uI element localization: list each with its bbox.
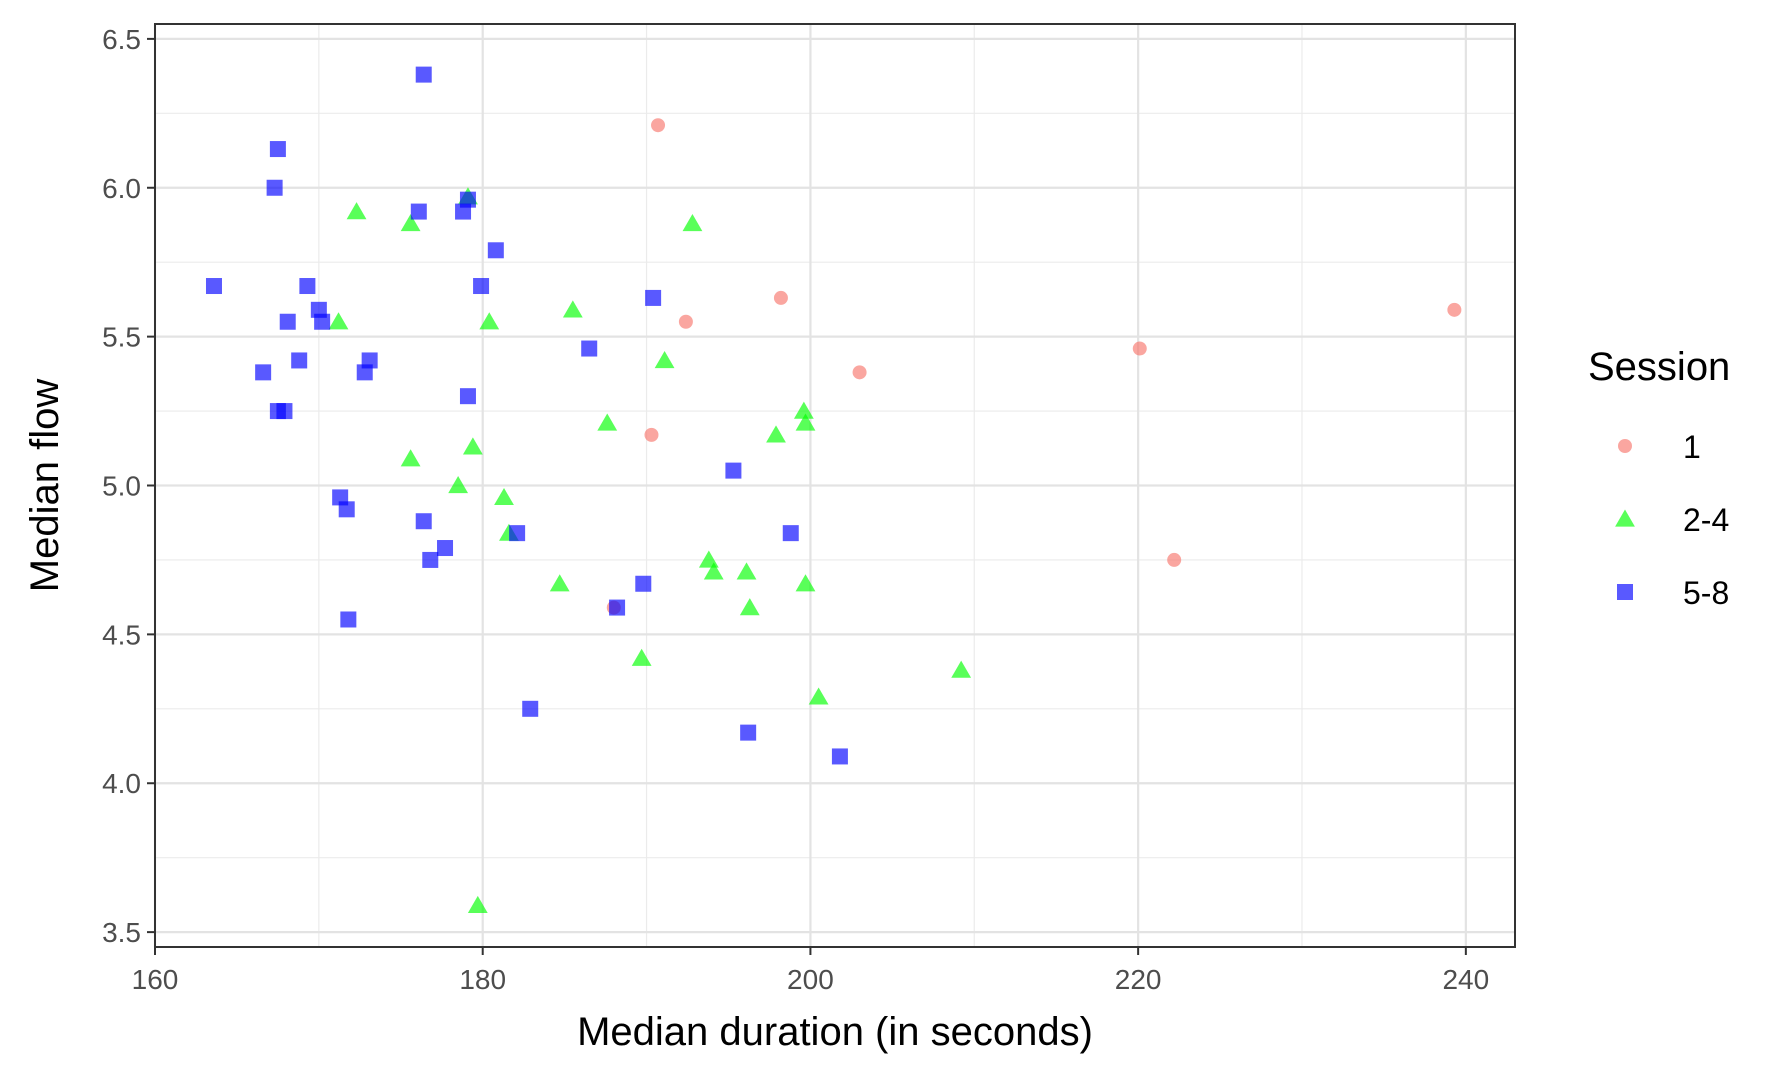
y-tick-label: 4.5 <box>102 619 141 650</box>
x-tick-label: 240 <box>1442 964 1489 995</box>
data-point-square <box>609 599 626 616</box>
legend-key-triangle <box>1615 509 1635 527</box>
data-point-square <box>255 364 272 381</box>
data-point-square <box>205 278 222 295</box>
data-point-triangle <box>793 401 814 419</box>
data-point-square <box>473 278 490 295</box>
data-point-triangle <box>703 562 724 580</box>
x-tick-label: 220 <box>1115 964 1162 995</box>
x-tick-label: 180 <box>459 964 506 995</box>
data-point-square <box>410 203 427 220</box>
minor-gridlines <box>155 24 1515 947</box>
x-tick-label: 160 <box>132 964 179 995</box>
data-point-triangle <box>479 312 500 330</box>
data-point-triangle <box>739 598 760 616</box>
data-point-triangle <box>400 449 421 467</box>
data-point-circle <box>651 118 666 133</box>
y-axis-ticks: 3.5 4.0 4.5 5.0 5.5 6.0 6.5 <box>102 24 155 948</box>
data-point-triangle <box>808 687 829 705</box>
data-point-triangle <box>736 562 757 580</box>
y-tick-label: 6.0 <box>102 173 141 204</box>
data-point-square <box>279 313 296 330</box>
data-point-square <box>487 242 504 259</box>
x-axis-title: Median duration (in seconds) <box>577 1010 1093 1054</box>
legend-items: 1 2-4 5-8 <box>1615 429 1729 611</box>
data-point-square <box>459 388 476 405</box>
data-point-triangle <box>549 574 570 592</box>
data-point-square <box>522 700 539 717</box>
data-point-square <box>276 403 293 420</box>
data-points <box>205 66 1462 913</box>
data-point-triangle <box>795 574 816 592</box>
data-point-square <box>415 66 432 83</box>
data-point-square <box>340 611 357 628</box>
data-point-triangle <box>448 476 469 494</box>
data-point-square <box>725 462 742 479</box>
data-point-triangle <box>654 350 675 369</box>
data-point-square <box>299 278 316 295</box>
y-tick-label: 3.5 <box>102 917 141 948</box>
data-point-triangle <box>494 487 514 506</box>
legend-title: Session <box>1588 345 1730 389</box>
data-point-square <box>455 203 472 220</box>
data-point-square <box>509 525 526 542</box>
data-point-square <box>831 748 848 765</box>
data-point-circle <box>678 314 693 329</box>
data-point-triangle <box>562 300 583 318</box>
data-point-square <box>437 540 454 557</box>
data-point-triangle <box>597 413 618 431</box>
data-point-triangle <box>462 437 483 455</box>
y-tick-label: 4.0 <box>102 768 141 799</box>
data-point-square <box>356 364 373 381</box>
data-point-square <box>645 289 662 306</box>
legend-key-square <box>1617 584 1633 600</box>
data-point-square <box>740 724 757 741</box>
x-axis-ticks: 160 180 200 220 240 <box>132 947 1489 995</box>
legend-label: 5-8 <box>1683 575 1729 611</box>
y-axis-title: Median flow <box>23 379 67 593</box>
data-point-circle <box>1132 341 1147 356</box>
data-point-square <box>314 313 331 330</box>
y-tick-label: 6.5 <box>102 24 141 55</box>
legend-label: 2-4 <box>1683 502 1729 538</box>
data-point-circle <box>1447 302 1462 317</box>
y-tick-label: 5.0 <box>102 471 141 502</box>
data-point-triangle <box>631 648 652 666</box>
data-point-triangle <box>951 660 972 678</box>
legend-key-circle <box>1618 439 1632 453</box>
data-point-circle <box>644 427 659 442</box>
data-point-circle <box>1167 552 1182 567</box>
data-point-triangle <box>400 214 421 232</box>
data-point-triangle <box>795 413 816 431</box>
data-point-square <box>635 575 652 592</box>
data-point-square <box>291 352 308 369</box>
data-point-circle <box>773 290 788 305</box>
legend-label: 1 <box>1683 429 1701 465</box>
legend: Session 1 2-4 5-8 <box>1588 345 1730 611</box>
data-point-square <box>415 513 432 530</box>
data-point-square <box>269 141 286 158</box>
data-point-triangle <box>328 312 349 330</box>
data-point-square <box>782 525 799 542</box>
data-point-square <box>581 340 598 357</box>
data-point-square <box>422 551 439 568</box>
y-tick-label: 5.5 <box>102 322 141 353</box>
data-point-square <box>338 501 355 518</box>
data-point-square <box>266 179 283 196</box>
data-point-triangle <box>766 425 786 443</box>
data-point-triangle <box>682 214 703 232</box>
data-point-triangle <box>346 202 367 220</box>
data-point-circle <box>852 365 867 380</box>
x-tick-label: 200 <box>787 964 834 995</box>
data-point-triangle <box>467 895 488 913</box>
